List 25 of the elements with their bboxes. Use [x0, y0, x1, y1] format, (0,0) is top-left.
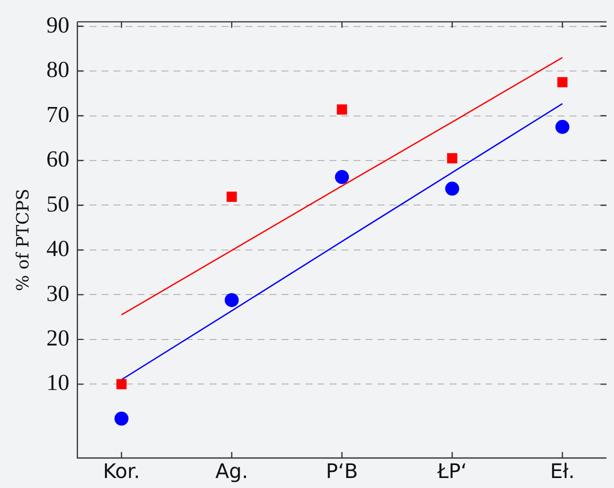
point — [336, 104, 348, 115]
x-tick-label: Kor. — [102, 459, 140, 484]
y-tick-label: 10 — [46, 370, 70, 396]
y-tick-label: 90 — [46, 12, 70, 38]
y-tick-label: 30 — [46, 280, 70, 306]
point — [226, 192, 237, 202]
y-tick-label: 20 — [46, 325, 70, 350]
y-tick-label: 80 — [46, 57, 70, 82]
x-tick-label: P‘B — [326, 459, 358, 484]
point — [114, 412, 128, 426]
y-axis-title: % of PTCPS — [14, 188, 34, 292]
y-tick-label: 50 — [46, 191, 70, 216]
x-tick-label: Eł. — [550, 459, 575, 484]
x-tick-label: Ag. — [215, 459, 248, 484]
point — [557, 77, 568, 88]
y-tick-label: 60 — [46, 146, 70, 172]
point — [224, 293, 239, 308]
y-tick-label: 40 — [46, 236, 70, 262]
point — [445, 182, 460, 196]
point — [116, 379, 127, 390]
point — [334, 170, 349, 184]
x-tick-label: ŁP‘ — [436, 459, 468, 484]
y-tick-label: 70 — [46, 102, 70, 127]
point — [555, 120, 570, 134]
point — [447, 153, 458, 164]
